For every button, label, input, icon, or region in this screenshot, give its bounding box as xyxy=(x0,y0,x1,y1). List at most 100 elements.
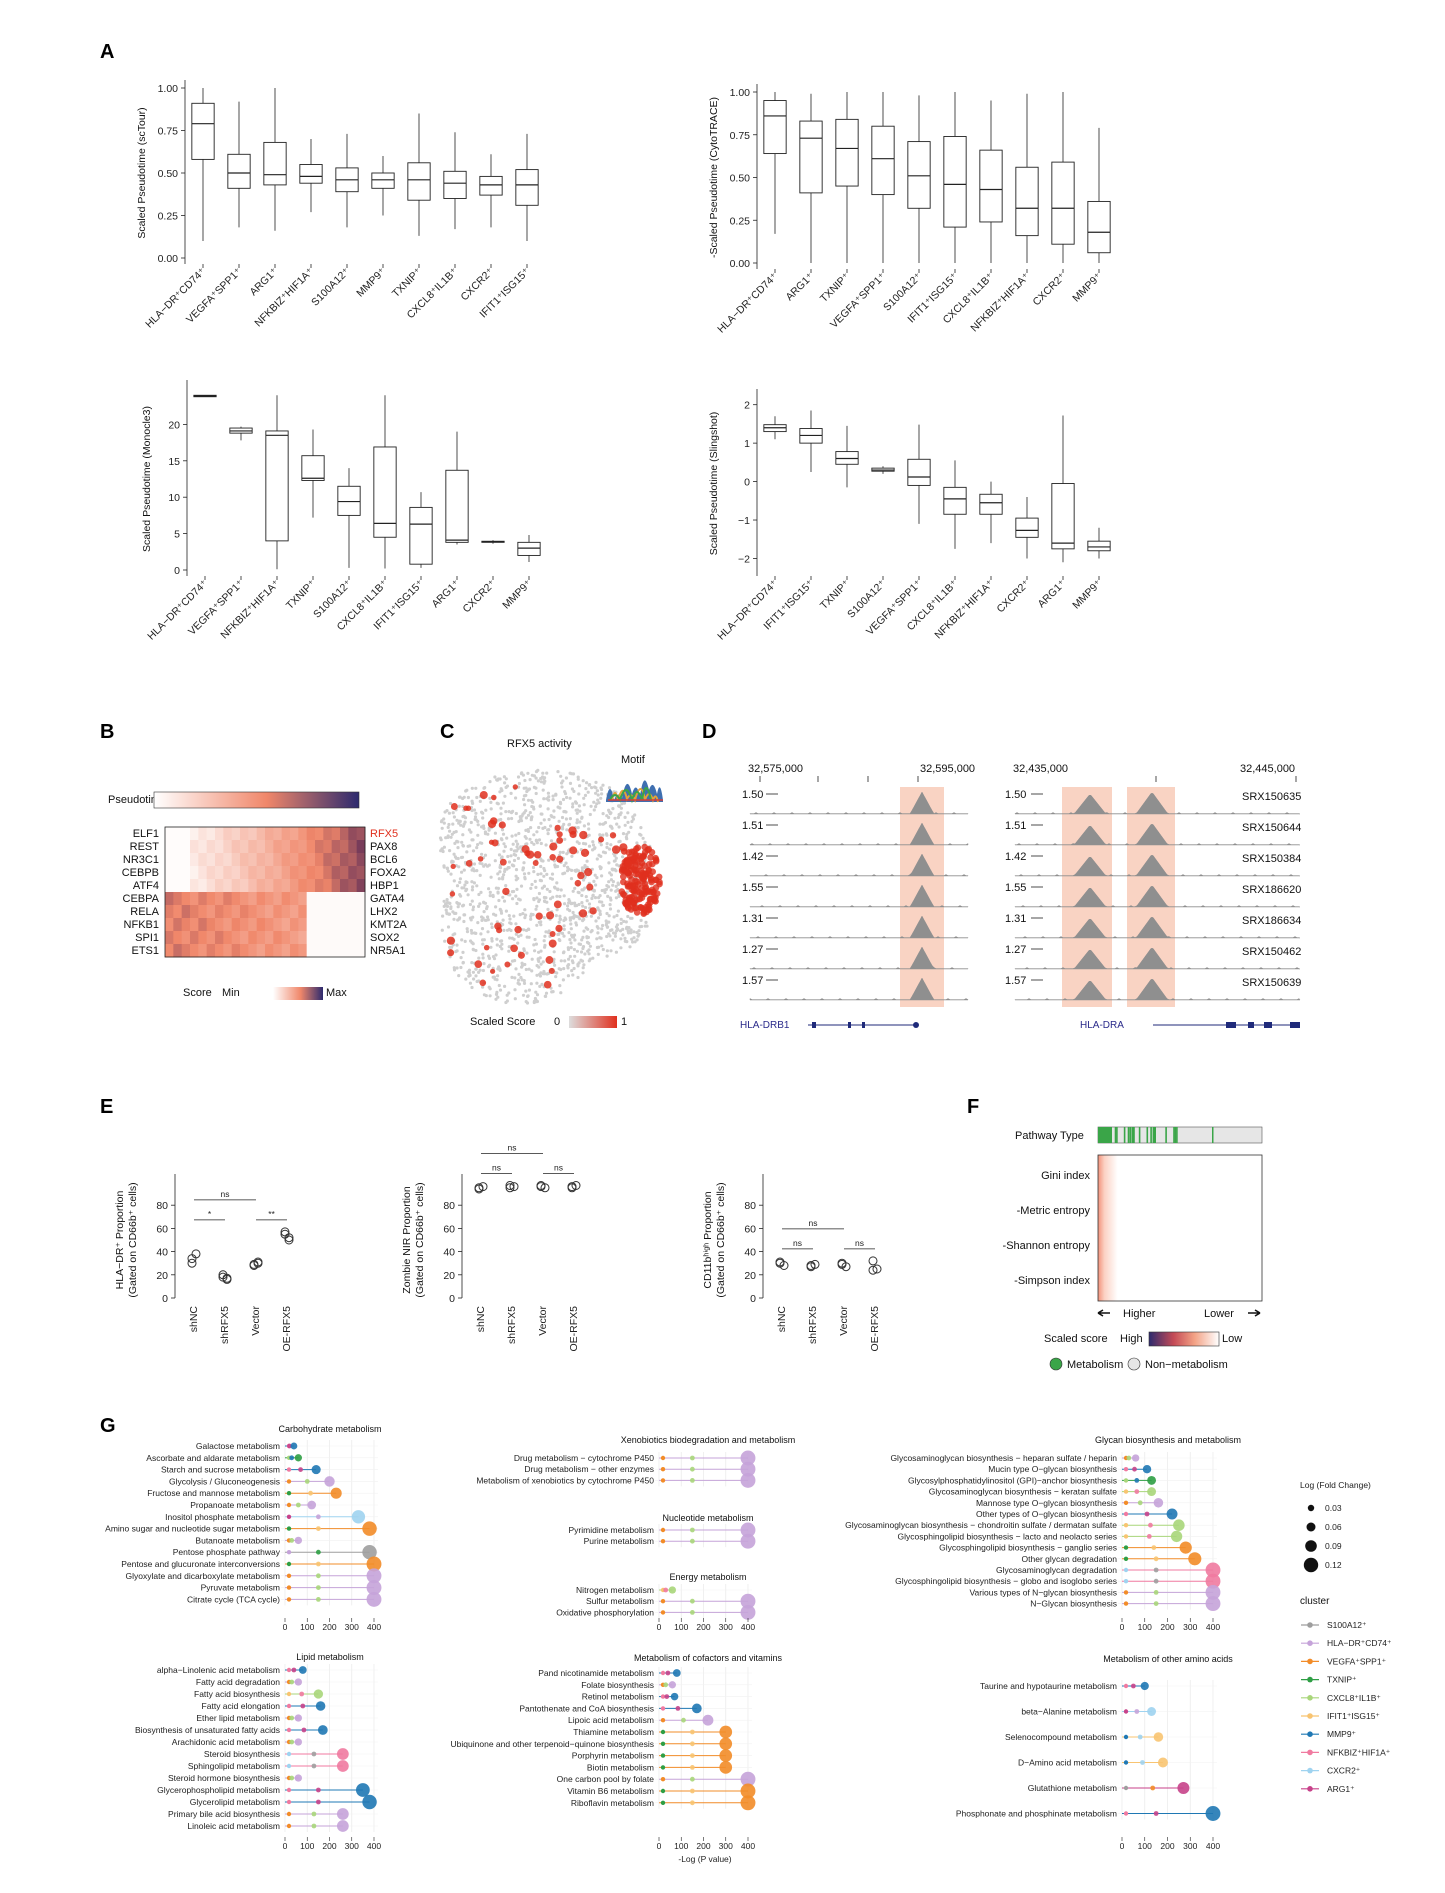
umap-point xyxy=(501,895,505,899)
cluster-dot xyxy=(1123,1545,1129,1550)
umap-point xyxy=(552,809,556,813)
umap-point xyxy=(534,776,538,780)
metabolism-tick xyxy=(1129,1127,1132,1143)
metabolism-legend-dot xyxy=(1049,1357,1063,1371)
low-label: Low xyxy=(1222,1333,1242,1345)
umap-point xyxy=(581,971,585,975)
sample-point xyxy=(253,1258,263,1268)
x-tick-label: 100 xyxy=(674,1841,688,1851)
box-3 xyxy=(871,92,895,263)
umap-point xyxy=(510,816,514,821)
umap-point xyxy=(452,852,456,856)
y-tick-label: 10 xyxy=(168,492,180,504)
umap-point xyxy=(569,922,573,926)
heat-cell xyxy=(215,905,224,919)
panel-c-umap: RFX5 activity Motif Scaled Score 0 1 xyxy=(438,738,663,1028)
box-7 xyxy=(443,132,467,230)
umap-point xyxy=(568,954,572,959)
umap-point xyxy=(613,934,618,938)
heat-cell xyxy=(223,879,233,893)
box-iqr xyxy=(1087,200,1111,254)
pathway-label: Sulfur metabolism xyxy=(586,1596,654,1606)
high-label: High xyxy=(1120,1333,1143,1345)
umap-point xyxy=(557,920,561,924)
umap-point-mid xyxy=(556,855,564,863)
umap-point xyxy=(614,950,619,954)
umap-point xyxy=(570,854,574,858)
umap-point xyxy=(505,999,509,1003)
umap-point xyxy=(488,963,492,967)
umap-point xyxy=(506,817,511,821)
heat-cell xyxy=(356,918,366,932)
sample-point xyxy=(536,1181,546,1190)
umap-point xyxy=(580,888,584,892)
track-scale-left: 1.42 xyxy=(742,851,763,863)
umap-point xyxy=(524,967,528,972)
umap-point xyxy=(448,829,452,833)
umap-point xyxy=(605,934,609,939)
heat-cell xyxy=(173,905,183,919)
umap-point xyxy=(510,975,514,980)
sample-point xyxy=(284,1235,294,1245)
umap-point xyxy=(598,822,602,826)
umap-point xyxy=(621,855,625,859)
umap-point-mid xyxy=(491,794,497,801)
group-label: shNC xyxy=(475,1306,487,1333)
sig-label: ns xyxy=(221,1189,230,1199)
umap-point-mid xyxy=(577,871,585,880)
umap-point xyxy=(563,837,567,841)
umap-point xyxy=(483,853,488,857)
umap-point xyxy=(561,872,565,876)
umap-point-high xyxy=(631,904,638,912)
heat-cell xyxy=(356,853,366,867)
umap-point-mid xyxy=(449,891,456,897)
pathway-label: Glycosylphosphatidylinositol (GPI)−ancho… xyxy=(908,1475,1117,1485)
umap-point xyxy=(507,945,511,949)
umap-point xyxy=(446,925,451,929)
umap-point xyxy=(532,897,536,901)
gene-labels: ELF1RESTNR3C1CEBPBATF4CEBPARELANFKB1SPI1… xyxy=(122,828,408,957)
gene-left-nfkb1: NFKB1 xyxy=(124,919,159,931)
umap-point xyxy=(539,872,543,876)
sample-point xyxy=(567,1183,577,1193)
umap-point xyxy=(590,786,594,790)
umap-point xyxy=(612,915,616,919)
sig-label: * xyxy=(208,1209,212,1219)
umap-point xyxy=(556,932,560,937)
umap-point xyxy=(446,901,451,905)
y-axis-title: CD11bʰⁱᵍʰ Proportion xyxy=(702,1191,714,1288)
umap-point xyxy=(512,914,516,918)
cluster-dot xyxy=(689,1455,695,1461)
umap-point xyxy=(565,828,569,832)
pathway-label: Sphingolipid metabolism xyxy=(188,1761,280,1771)
umap-point xyxy=(581,946,585,951)
umap-point xyxy=(611,938,615,942)
umap-point xyxy=(463,913,467,917)
umap-point xyxy=(601,812,605,816)
pathway-label: Propanoate metabolism xyxy=(190,1500,280,1510)
box-iqr xyxy=(373,446,397,538)
umap-point xyxy=(495,943,499,947)
umap-point xyxy=(489,807,493,811)
umap-point xyxy=(568,918,573,922)
umap-point-mid xyxy=(578,909,588,918)
heat-cell xyxy=(215,827,224,841)
box-1 xyxy=(799,410,823,472)
umap-point xyxy=(639,918,643,923)
umap-point xyxy=(463,883,467,887)
umap-point xyxy=(498,866,503,870)
cluster-dot xyxy=(287,1443,292,1449)
cluster-dot xyxy=(286,1691,292,1697)
cluster-dot xyxy=(1153,1578,1159,1584)
umap-point xyxy=(609,898,613,902)
heat-cell xyxy=(356,840,366,854)
umap-point xyxy=(522,928,526,932)
umap-point-high xyxy=(630,865,638,873)
umap-point xyxy=(470,868,474,872)
umap-point xyxy=(613,867,617,872)
y-axis-title: HLA−DR⁺ Proportion xyxy=(114,1191,126,1290)
umap-point xyxy=(554,914,558,918)
umap-point xyxy=(481,811,485,815)
umap-point xyxy=(487,887,491,891)
